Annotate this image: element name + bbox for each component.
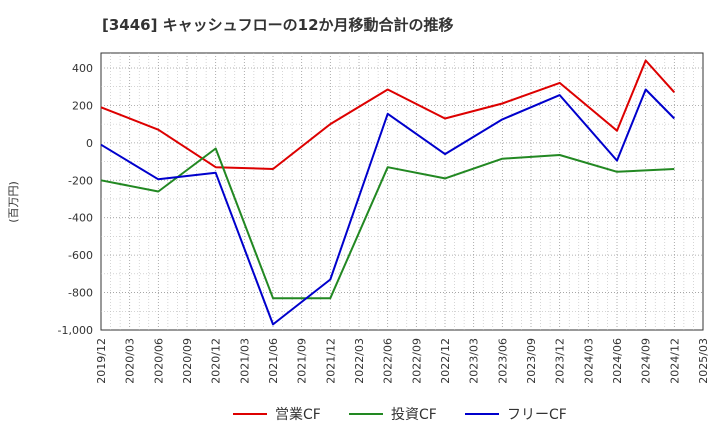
grid [100, 52, 704, 331]
x-tick-label: 2020/03 [124, 338, 137, 384]
series-lines [100, 59, 676, 326]
y-tick-label: -800 [68, 287, 93, 300]
x-tick-label: 2022/12 [439, 338, 452, 384]
y-tick-label: -200 [68, 174, 93, 187]
x-tick-label: 2024/09 [640, 338, 653, 384]
series-line-0 [100, 59, 676, 170]
y-tick-label: -400 [68, 212, 93, 225]
legend-label: 投資CF [391, 407, 437, 423]
plot-area [100, 52, 704, 331]
x-tick-label: 2024/12 [668, 338, 681, 384]
x-tick-label: 2019/12 [95, 338, 108, 384]
legend-label: フリーCF [507, 407, 567, 423]
y-tick-label: 200 [72, 99, 93, 112]
x-tick-label: 2024/03 [582, 338, 595, 384]
x-tick-label: 2021/03 [238, 338, 251, 384]
x-tick-label: 2023/03 [468, 338, 481, 384]
series-line-2 [100, 88, 676, 326]
x-tick-label: 2020/09 [181, 338, 194, 384]
y-tick-label: -600 [68, 249, 93, 262]
x-tick-label: 2022/09 [410, 338, 423, 384]
chart-title: [3446] キャッシュフローの12か月移動合計の推移 [102, 16, 454, 34]
x-tick-label: 2022/06 [382, 338, 395, 384]
x-tick-label: 2020/12 [210, 338, 223, 384]
x-tick-label: 2023/12 [554, 338, 567, 384]
x-tick-label: 2021/09 [296, 338, 309, 384]
legend: 営業CF 投資CF フリーCF [233, 407, 567, 423]
series-line-1 [100, 147, 675, 300]
x-tick-label: 2024/06 [611, 338, 624, 384]
x-tick-label: 2022/03 [353, 338, 366, 384]
x-tick-label: 2021/12 [324, 338, 337, 384]
x-tick-label: 2023/06 [496, 338, 509, 384]
x-tick-label: 2020/06 [152, 338, 165, 384]
y-tick-label: 0 [86, 137, 93, 150]
y-axis-label: (百万円) [7, 181, 20, 223]
x-tick-label: 2023/09 [525, 338, 538, 384]
y-tick-label: 400 [72, 62, 93, 75]
y-tick-label: -1,000 [58, 324, 93, 337]
x-tick-label: 2021/06 [267, 338, 280, 384]
legend-label: 営業CF [275, 407, 321, 423]
x-tick-label: 2025/03 [697, 338, 710, 384]
